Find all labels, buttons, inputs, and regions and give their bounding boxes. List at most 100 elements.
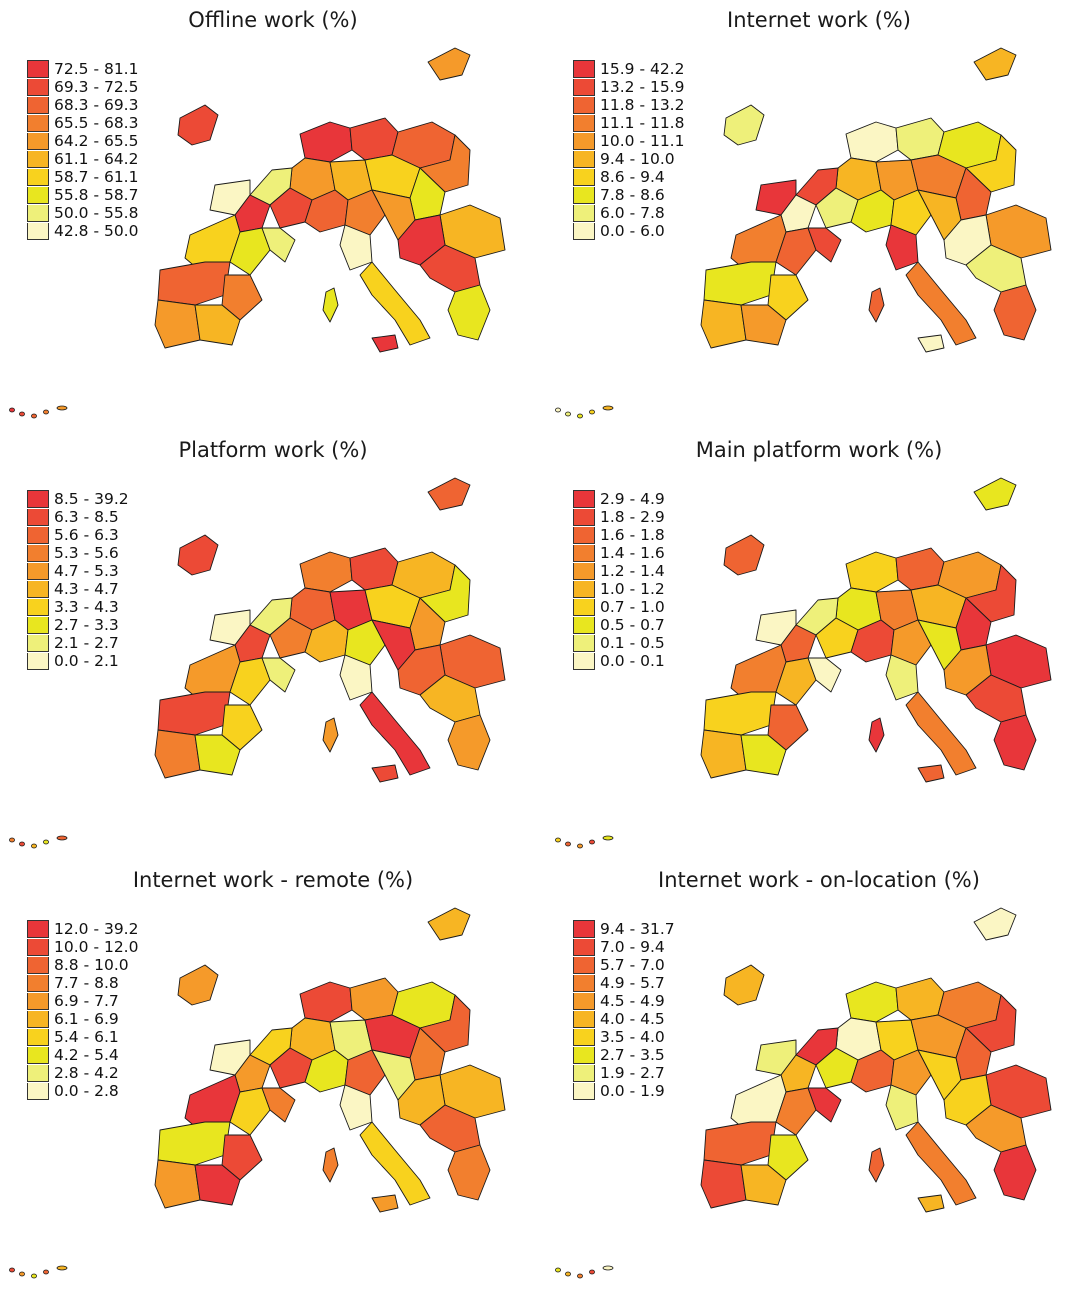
legend-swatch xyxy=(573,526,595,544)
map-region xyxy=(349,117,399,161)
legend-swatch xyxy=(27,920,49,938)
legend-swatch xyxy=(27,992,49,1010)
outlying-island xyxy=(565,411,571,417)
legend-item: 3.5 - 4.0 xyxy=(573,1028,675,1046)
map-region xyxy=(775,1087,817,1136)
legend-swatch xyxy=(573,598,595,616)
legend-item: 6.1 - 6.9 xyxy=(27,1010,138,1028)
legend-item: 11.1 - 11.8 xyxy=(573,114,684,132)
legend-label: 7.8 - 8.6 xyxy=(600,186,665,204)
map-panel: Offline work (%) 72.5 - 81.1 69.3 - 72.5 68… xyxy=(0,0,546,430)
outlying-island xyxy=(555,1267,561,1273)
map-island xyxy=(322,287,339,323)
legend-item: 0.0 - 2.1 xyxy=(27,652,129,670)
map-region xyxy=(299,121,353,163)
map-region xyxy=(344,1049,386,1096)
legend-swatch xyxy=(573,580,595,598)
legend-swatch xyxy=(573,204,595,222)
map-island xyxy=(177,964,219,1006)
map-region xyxy=(740,304,787,346)
map-region xyxy=(261,1087,296,1123)
legend-item: 11.8 - 13.2 xyxy=(573,96,684,114)
map-island xyxy=(177,534,219,576)
legend-swatch xyxy=(27,96,49,114)
legend-swatch xyxy=(573,490,595,508)
map-region xyxy=(895,547,945,591)
legend: 72.5 - 81.1 69.3 - 72.5 68.3 - 69.3 65.5 - … xyxy=(27,60,138,240)
panel-title: Internet work - on-location (%) xyxy=(658,868,980,892)
outlying-island xyxy=(602,405,614,411)
legend-swatch xyxy=(27,1010,49,1028)
outlying-island xyxy=(56,835,68,841)
map-region xyxy=(157,1121,231,1166)
legend-label: 3.3 - 4.3 xyxy=(54,598,119,616)
legend-item: 1.0 - 1.2 xyxy=(573,580,665,598)
legend-swatch xyxy=(573,60,595,78)
legend-label: 61.1 - 64.2 xyxy=(54,150,139,168)
map-region xyxy=(229,657,271,706)
map-region xyxy=(807,1087,842,1123)
map-region xyxy=(447,284,491,341)
map-region xyxy=(154,729,201,779)
map-region xyxy=(815,1047,859,1089)
choropleth-map xyxy=(555,907,1052,1279)
legend-swatch xyxy=(573,150,595,168)
map-region xyxy=(703,1121,777,1166)
map-island xyxy=(973,47,1017,81)
map-region xyxy=(154,299,201,349)
legend-swatch xyxy=(573,544,595,562)
legend-label: 12.0 - 39.2 xyxy=(54,920,139,938)
legend-item: 10.0 - 11.1 xyxy=(573,132,684,150)
legend-label: 65.5 - 68.3 xyxy=(54,114,139,132)
legend-item: 2.1 - 2.7 xyxy=(27,634,129,652)
legend-item: 65.5 - 68.3 xyxy=(27,114,138,132)
legend-swatch xyxy=(573,634,595,652)
legend-item: 0.0 - 1.9 xyxy=(573,1082,675,1100)
legend-swatch xyxy=(573,1028,595,1046)
legend-item: 9.4 - 31.7 xyxy=(573,920,675,938)
legend-swatch xyxy=(573,168,595,186)
outlying-island xyxy=(31,413,37,419)
legend-label: 10.0 - 11.1 xyxy=(600,132,685,150)
map-region xyxy=(221,274,263,321)
legend-swatch xyxy=(27,634,49,652)
legend-item: 68.3 - 69.3 xyxy=(27,96,138,114)
legend-label: 68.3 - 69.3 xyxy=(54,96,139,114)
legend-swatch xyxy=(27,1082,49,1100)
choropleth-map xyxy=(9,907,506,1279)
legend-label: 15.9 - 42.2 xyxy=(600,60,685,78)
choropleth-map xyxy=(555,477,1052,849)
legend-label: 5.3 - 5.6 xyxy=(54,544,119,562)
map-region xyxy=(229,227,271,276)
map-region xyxy=(344,619,386,666)
legend-swatch xyxy=(27,652,49,670)
legend-label: 5.4 - 6.1 xyxy=(54,1028,119,1046)
legend-label: 10.0 - 12.0 xyxy=(54,938,139,956)
legend-label: 8.6 - 9.4 xyxy=(600,168,665,186)
legend-item: 0.0 - 6.0 xyxy=(573,222,684,240)
map-region xyxy=(339,224,373,271)
legend-item: 72.5 - 81.1 xyxy=(27,60,138,78)
map-island xyxy=(177,104,219,146)
legend-item: 1.4 - 1.6 xyxy=(573,544,665,562)
outlying-island xyxy=(31,843,37,849)
legend-label: 1.4 - 1.6 xyxy=(600,544,665,562)
legend-swatch xyxy=(27,114,49,132)
map-region xyxy=(993,284,1037,341)
legend-swatch xyxy=(573,186,595,204)
map-region xyxy=(885,1084,919,1131)
map-region xyxy=(815,187,859,229)
map-region xyxy=(447,1144,491,1201)
legend-swatch xyxy=(573,132,595,150)
outlying-island xyxy=(577,843,583,849)
legend-item: 10.0 - 12.0 xyxy=(27,938,138,956)
legend-label: 0.0 - 2.1 xyxy=(54,652,119,670)
legend-label: 0.0 - 1.9 xyxy=(600,1082,665,1100)
legend-item: 7.0 - 9.4 xyxy=(573,938,675,956)
outlying-island xyxy=(9,407,15,413)
legend-label: 2.7 - 3.5 xyxy=(600,1046,665,1064)
map-region xyxy=(845,981,899,1023)
outlying-island xyxy=(577,1273,583,1279)
map-island xyxy=(868,1147,885,1183)
map-region xyxy=(993,1144,1037,1201)
